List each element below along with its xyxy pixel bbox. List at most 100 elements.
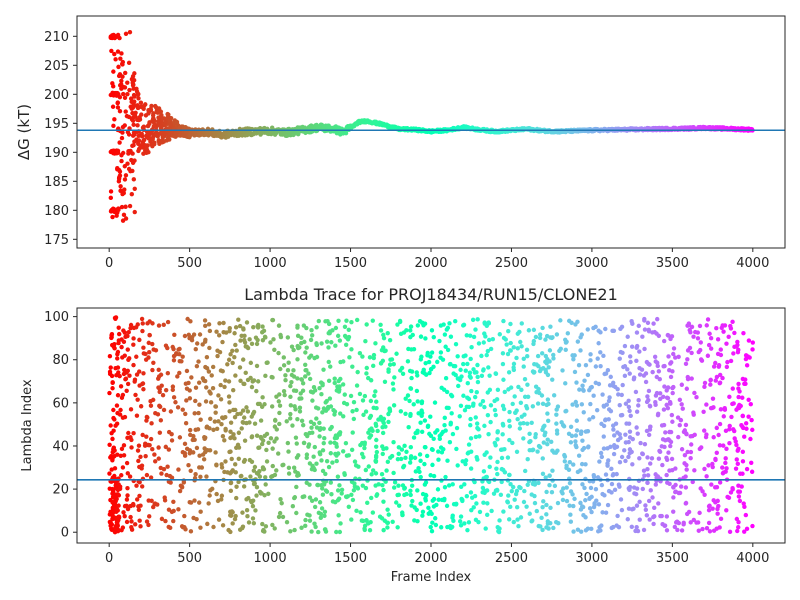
lambda-point: [598, 363, 603, 369]
lambda-point: [294, 510, 299, 516]
lambda-point: [567, 503, 572, 508]
lambda-point: [149, 498, 154, 503]
delta-g-point: [123, 109, 128, 114]
delta-g-x-ticks: 0 500 1000 1500 2000 2500 3000 3500 4000: [105, 248, 769, 271]
lambda-point: [697, 510, 702, 516]
delta-g-point: [116, 179, 122, 184]
lambda-point: [750, 523, 755, 529]
lambda-point: [413, 430, 418, 436]
lambda-point: [323, 319, 328, 324]
lambda-point: [426, 511, 431, 516]
delta-g-point: [125, 80, 130, 85]
lambda-point: [513, 491, 519, 497]
lambda-point: [113, 423, 118, 428]
delta-g-point: [130, 168, 135, 174]
lambda-point: [354, 407, 359, 413]
lambda-point: [549, 489, 555, 495]
lambda-point: [521, 356, 526, 361]
lambda-point: [679, 447, 685, 452]
lambda-point: [148, 475, 154, 480]
lambda-point: [631, 506, 636, 511]
lambda-point: [413, 469, 419, 474]
lambda-point: [467, 333, 473, 338]
lambda-point: [603, 371, 609, 376]
lambda-point: [182, 513, 187, 519]
lambda-point: [236, 430, 242, 435]
lambda-point: [423, 360, 428, 366]
lambda-point: [579, 402, 585, 407]
lambda-point: [607, 383, 613, 388]
lambda-point: [233, 325, 239, 330]
lambda-point: [152, 452, 157, 457]
lambda-point: [307, 482, 312, 487]
lambda-point: [270, 446, 275, 451]
delta-g-point: [136, 96, 141, 101]
lambda-point: [293, 435, 299, 440]
lambda-point: [232, 354, 237, 360]
lambda-point: [679, 528, 685, 533]
lambda-point: [675, 527, 680, 533]
lambda-point: [243, 370, 248, 376]
lambda-point: [408, 386, 414, 391]
lambda-point: [429, 328, 435, 333]
lambda-point: [325, 404, 331, 410]
lambda-point: [408, 488, 413, 493]
lambda-point: [649, 456, 655, 461]
lambda-point: [156, 456, 161, 461]
delta-g-point: [126, 132, 132, 137]
lambda-point: [136, 504, 141, 509]
lambda-point: [408, 492, 413, 498]
lambda-point: [702, 466, 707, 472]
lambda-point: [685, 449, 690, 455]
lambda-point: [355, 369, 360, 375]
lambda-point: [109, 335, 114, 341]
lambda-point: [646, 327, 651, 332]
lambda-point: [720, 375, 725, 381]
lambda-point: [128, 325, 133, 331]
lambda-point: [107, 471, 112, 476]
lambda-point: [147, 332, 152, 338]
lambda-point: [292, 495, 298, 500]
lambda-point: [512, 497, 517, 502]
lambda-point: [568, 512, 573, 517]
lambda-point: [363, 339, 368, 344]
lambda-point: [622, 343, 628, 349]
delta-g-point: [118, 184, 123, 189]
lambda-point: [214, 426, 220, 432]
lambda-point: [117, 373, 122, 379]
lambda-point: [380, 358, 386, 363]
lambda-point: [236, 479, 241, 485]
lambda-point: [565, 331, 571, 336]
lambda-point: [661, 338, 667, 344]
lambda-point: [408, 411, 413, 417]
lambda-point: [462, 408, 468, 413]
lambda-point: [349, 517, 354, 522]
lambda-point: [107, 442, 112, 448]
delta-g-point: [131, 122, 136, 127]
lambda-point: [328, 451, 333, 456]
lambda-point: [114, 507, 120, 512]
lambda-point: [378, 322, 383, 328]
lambda-point: [428, 473, 433, 478]
lambda-point: [552, 483, 558, 489]
lambda-point: [450, 482, 455, 487]
lambda-point: [601, 446, 607, 451]
lambda-point: [221, 330, 226, 335]
lambda-point: [499, 466, 505, 472]
lambda-point: [428, 524, 433, 530]
lambda-point: [646, 388, 652, 394]
lambda-point: [416, 466, 421, 471]
lambda-point: [215, 348, 220, 353]
lambda-point: [508, 481, 513, 487]
lambda-point: [678, 417, 684, 423]
lambda-point: [679, 402, 684, 407]
lambda-point: [547, 348, 553, 353]
lambda-point: [244, 497, 249, 502]
lambda-point: [525, 456, 530, 462]
lambda-point: [173, 400, 178, 405]
delta-g-points: [108, 29, 755, 223]
lambda-point: [671, 509, 676, 514]
lambda-point: [730, 386, 735, 391]
lambda-point: [518, 485, 523, 491]
delta-g-point: [150, 136, 155, 142]
